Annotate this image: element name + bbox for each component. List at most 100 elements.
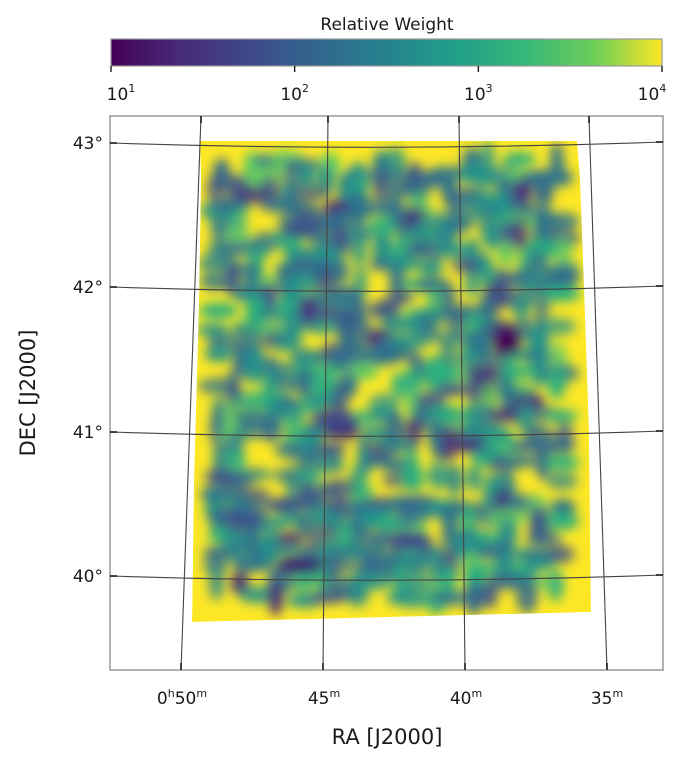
weight-blob — [311, 363, 342, 379]
weight-structure — [196, 141, 581, 616]
weight-blob — [486, 508, 526, 528]
weight-blob — [446, 196, 463, 222]
weight-blob — [368, 216, 400, 235]
weight-blob — [483, 223, 501, 250]
low-weight-patch — [280, 222, 320, 238]
x-tick-label-40: 40m — [450, 687, 482, 709]
weight-blob — [377, 438, 417, 453]
weight-blob — [417, 258, 444, 277]
weight-blob — [446, 312, 466, 339]
weight-blob — [496, 241, 516, 267]
weight-blob — [527, 250, 548, 280]
weight-blob — [516, 577, 539, 614]
weight-blob — [440, 565, 456, 597]
low-weight-patch — [276, 557, 324, 573]
weight-blob — [327, 210, 366, 229]
weight-blob — [465, 581, 482, 616]
weight-blob — [347, 582, 370, 608]
y-tick-label-40: 40° — [73, 567, 103, 587]
y-tick-label-43: 43° — [73, 134, 103, 154]
colorbar-tick-label: 102 — [280, 82, 309, 105]
weight-blob — [458, 189, 479, 228]
weight-blob — [303, 319, 343, 335]
weight-blob — [196, 323, 231, 337]
colorbar-tick-label: 103 — [464, 82, 493, 105]
weight-blob — [555, 236, 573, 267]
weight-blob — [271, 531, 304, 548]
weight-blob — [549, 498, 576, 517]
x-tick-label-35: 35m — [591, 687, 623, 709]
weight-blob — [322, 560, 359, 573]
weight-blob — [350, 237, 368, 266]
map-panel — [110, 116, 663, 670]
weight-blob — [546, 472, 578, 490]
weight-blob — [447, 464, 464, 496]
weight-blob — [440, 505, 458, 537]
weight-blob — [238, 586, 277, 604]
weight-blob — [208, 565, 225, 601]
weight-blob — [228, 538, 247, 563]
weight-blob — [202, 556, 230, 574]
weight-blob — [547, 569, 565, 602]
weight-blob — [517, 316, 533, 341]
weight-blob — [232, 557, 272, 572]
weight-blob — [273, 333, 304, 352]
weight-blob — [292, 186, 332, 200]
weight-blob — [265, 544, 307, 557]
weight-blob — [209, 409, 225, 449]
weight-blob — [536, 317, 577, 336]
weight-blob — [544, 455, 581, 470]
weight-blob — [464, 271, 480, 298]
weight-blob — [242, 245, 272, 259]
weight-blob — [308, 245, 343, 264]
weight-blob — [274, 378, 306, 392]
map-frame — [109, 115, 664, 671]
weight-blob — [290, 349, 329, 364]
weight-blob — [546, 168, 574, 187]
weight-blob — [539, 212, 580, 231]
colorbar-ticks: 101 102 103 104 — [107, 66, 666, 105]
x-tick-label-45: 45m — [308, 687, 340, 709]
weight-blob — [394, 334, 431, 349]
weight-blob — [526, 531, 562, 547]
y-axis-label: DEC [J2000] — [16, 330, 40, 457]
weight-blob — [204, 346, 233, 363]
weight-blob — [212, 444, 228, 477]
weight-blob — [398, 555, 430, 575]
weight-blob — [544, 409, 579, 423]
grid-line-dec-43 — [110, 141, 663, 148]
weight-blob — [436, 382, 469, 397]
weight-blob — [525, 557, 555, 571]
low-weight-patch — [493, 329, 521, 355]
grid-line-ra-50 — [180, 116, 202, 670]
weight-blob — [283, 308, 303, 342]
weight-blob — [315, 267, 337, 294]
low-weight-patch — [388, 531, 432, 549]
frame-ticks — [110, 116, 663, 670]
weight-blob — [313, 442, 347, 457]
weight-blob — [388, 263, 405, 298]
weight-blob — [229, 206, 248, 237]
weight-blob — [512, 296, 529, 321]
weight-blob — [267, 581, 284, 616]
low-weight-patch — [234, 513, 266, 527]
weight-blob — [547, 367, 566, 400]
weight-blob — [501, 455, 538, 468]
grid-line-ra-35 — [588, 116, 608, 670]
x-tick-label-50: 0h50m — [157, 687, 207, 709]
weight-blob — [440, 428, 457, 463]
weight-blob — [543, 285, 581, 302]
weight-blob — [533, 177, 554, 207]
weight-blob — [317, 165, 335, 195]
weight-blob — [544, 436, 576, 454]
weight-blob — [395, 588, 432, 608]
weight-blob — [483, 436, 522, 457]
weight-blob — [350, 520, 369, 552]
grid-line-ra-40 — [458, 116, 466, 670]
weight-blob — [402, 465, 424, 491]
grid-line-dec-41 — [110, 430, 663, 437]
weight-blob — [237, 468, 273, 481]
weight-blob — [545, 545, 576, 564]
weight-blob — [346, 225, 374, 244]
weight-blob — [245, 296, 268, 328]
